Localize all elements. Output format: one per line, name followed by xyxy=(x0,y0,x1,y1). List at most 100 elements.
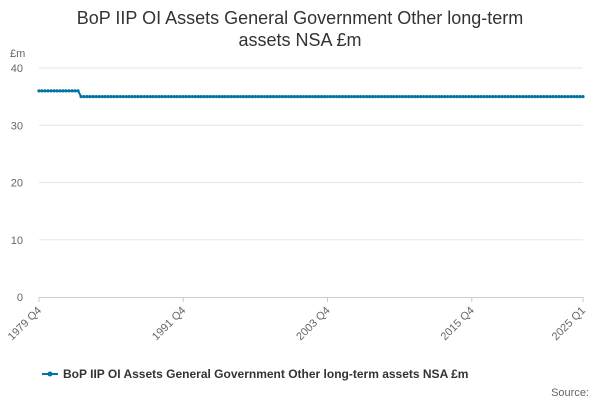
data-point-110 xyxy=(368,95,372,99)
data-point-95 xyxy=(322,95,327,99)
data-point-162 xyxy=(524,95,528,99)
data-point-138 xyxy=(452,95,456,99)
data-point-117 xyxy=(389,95,393,99)
data-point-41 xyxy=(160,95,164,99)
data-point-48 xyxy=(181,95,185,99)
data-point-0 xyxy=(37,89,41,93)
data-point-96 xyxy=(325,95,330,99)
data-point-28 xyxy=(121,95,125,99)
data-point-129 xyxy=(425,95,429,99)
data-point-60 xyxy=(217,95,221,99)
data-point-151 xyxy=(491,95,495,99)
data-point-78 xyxy=(271,95,276,99)
data-point-44 xyxy=(169,95,173,99)
data-point-22 xyxy=(103,95,107,99)
data-point-103 xyxy=(346,95,351,99)
data-point-54 xyxy=(199,95,203,99)
data-point-32 xyxy=(133,95,137,99)
data-point-34 xyxy=(139,95,143,99)
data-point-14 xyxy=(79,95,83,99)
data-point-29 xyxy=(124,95,128,99)
x-tick-label-0: 1979 Q4 xyxy=(6,305,44,343)
data-point-121 xyxy=(401,95,405,99)
data-point-40 xyxy=(157,95,161,99)
data-point-159 xyxy=(515,95,519,99)
data-point-15 xyxy=(82,95,86,99)
data-point-72 xyxy=(253,95,257,99)
data-point-30 xyxy=(127,95,131,99)
data-point-23 xyxy=(106,95,110,99)
data-point-113 xyxy=(377,95,381,99)
data-point-167 xyxy=(539,95,543,99)
data-point-102 xyxy=(343,95,348,99)
data-point-62 xyxy=(223,95,227,99)
data-point-93 xyxy=(316,95,321,99)
data-point-111 xyxy=(371,95,375,99)
data-point-9 xyxy=(64,89,68,93)
data-point-147 xyxy=(479,95,483,99)
data-point-154 xyxy=(500,95,504,99)
data-point-132 xyxy=(434,95,438,99)
data-point-92 xyxy=(313,95,318,99)
data-point-140 xyxy=(458,95,462,99)
data-point-69 xyxy=(244,95,248,99)
data-point-123 xyxy=(407,95,411,99)
x-tick-label-2: 2003 Q4 xyxy=(294,305,332,343)
legend-dot-marker xyxy=(47,371,53,377)
data-point-144 xyxy=(470,95,474,99)
data-point-50 xyxy=(187,95,191,99)
data-point-157 xyxy=(509,95,513,99)
x-tick-label-4: 2025 Q1 xyxy=(550,305,588,343)
data-point-174 xyxy=(560,95,564,99)
data-point-134 xyxy=(440,95,444,99)
data-point-177 xyxy=(569,95,573,99)
data-point-33 xyxy=(136,95,140,99)
data-point-126 xyxy=(416,95,420,99)
data-point-91 xyxy=(310,95,315,99)
data-point-133 xyxy=(437,95,441,99)
data-point-84 xyxy=(289,95,294,99)
data-point-36 xyxy=(145,95,149,99)
data-point-100 xyxy=(337,95,342,99)
data-point-3 xyxy=(46,89,50,93)
data-point-2 xyxy=(43,89,47,93)
data-point-90 xyxy=(307,95,312,99)
data-point-139 xyxy=(455,95,459,99)
data-point-59 xyxy=(214,95,218,99)
chart-title-line-2: assets NSA £m xyxy=(238,30,361,50)
data-point-168 xyxy=(542,95,546,99)
data-point-1 xyxy=(40,89,44,93)
data-point-107 xyxy=(358,95,363,99)
data-point-42 xyxy=(163,95,167,99)
data-point-49 xyxy=(184,95,188,99)
data-point-156 xyxy=(506,95,510,99)
data-point-94 xyxy=(319,95,324,99)
data-point-7 xyxy=(58,89,62,93)
data-point-77 xyxy=(268,95,273,99)
data-point-180 xyxy=(578,95,582,99)
data-point-105 xyxy=(352,95,357,99)
data-point-71 xyxy=(250,95,254,99)
x-tick-label-1: 1991 Q4 xyxy=(150,305,188,343)
data-point-114 xyxy=(380,95,384,99)
data-point-51 xyxy=(190,95,194,99)
data-point-87 xyxy=(298,95,303,99)
data-point-73 xyxy=(256,95,260,99)
y-axis-ticks: 0 10 20 30 40 xyxy=(11,63,23,304)
data-point-24 xyxy=(109,95,113,99)
data-point-181 xyxy=(581,95,585,99)
data-point-165 xyxy=(533,95,537,99)
legend[interactable]: BoP IIP OI Assets General Government Oth… xyxy=(42,367,468,381)
data-point-119 xyxy=(395,95,399,99)
data-point-142 xyxy=(464,95,468,99)
data-point-160 xyxy=(518,95,522,99)
data-point-125 xyxy=(413,95,417,99)
data-point-8 xyxy=(61,89,65,93)
data-point-75 xyxy=(262,95,267,99)
data-point-108 xyxy=(362,95,366,99)
data-point-85 xyxy=(292,95,297,99)
data-point-152 xyxy=(494,95,498,99)
data-point-127 xyxy=(419,95,423,99)
series-group xyxy=(37,89,585,99)
